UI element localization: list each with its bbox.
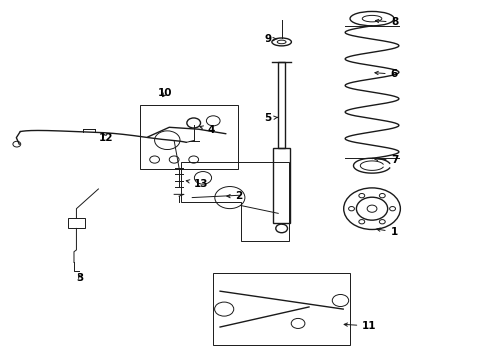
Text: 4: 4 bbox=[200, 125, 215, 135]
Text: 12: 12 bbox=[98, 133, 113, 143]
Bar bbox=[273, 148, 291, 223]
Text: 8: 8 bbox=[375, 17, 399, 27]
Text: 3: 3 bbox=[76, 273, 84, 283]
Text: 5: 5 bbox=[265, 113, 277, 123]
Bar bbox=[278, 62, 285, 148]
Text: 10: 10 bbox=[158, 88, 172, 98]
Bar bbox=[68, 219, 85, 228]
Text: 6: 6 bbox=[375, 69, 398, 79]
Text: 2: 2 bbox=[227, 191, 243, 201]
Text: 7: 7 bbox=[374, 155, 399, 165]
Text: 9: 9 bbox=[265, 35, 277, 44]
Text: 1: 1 bbox=[377, 227, 398, 237]
Text: 11: 11 bbox=[344, 321, 377, 331]
Bar bbox=[140, 105, 238, 169]
Bar bbox=[213, 273, 350, 345]
Text: 13: 13 bbox=[186, 179, 208, 189]
